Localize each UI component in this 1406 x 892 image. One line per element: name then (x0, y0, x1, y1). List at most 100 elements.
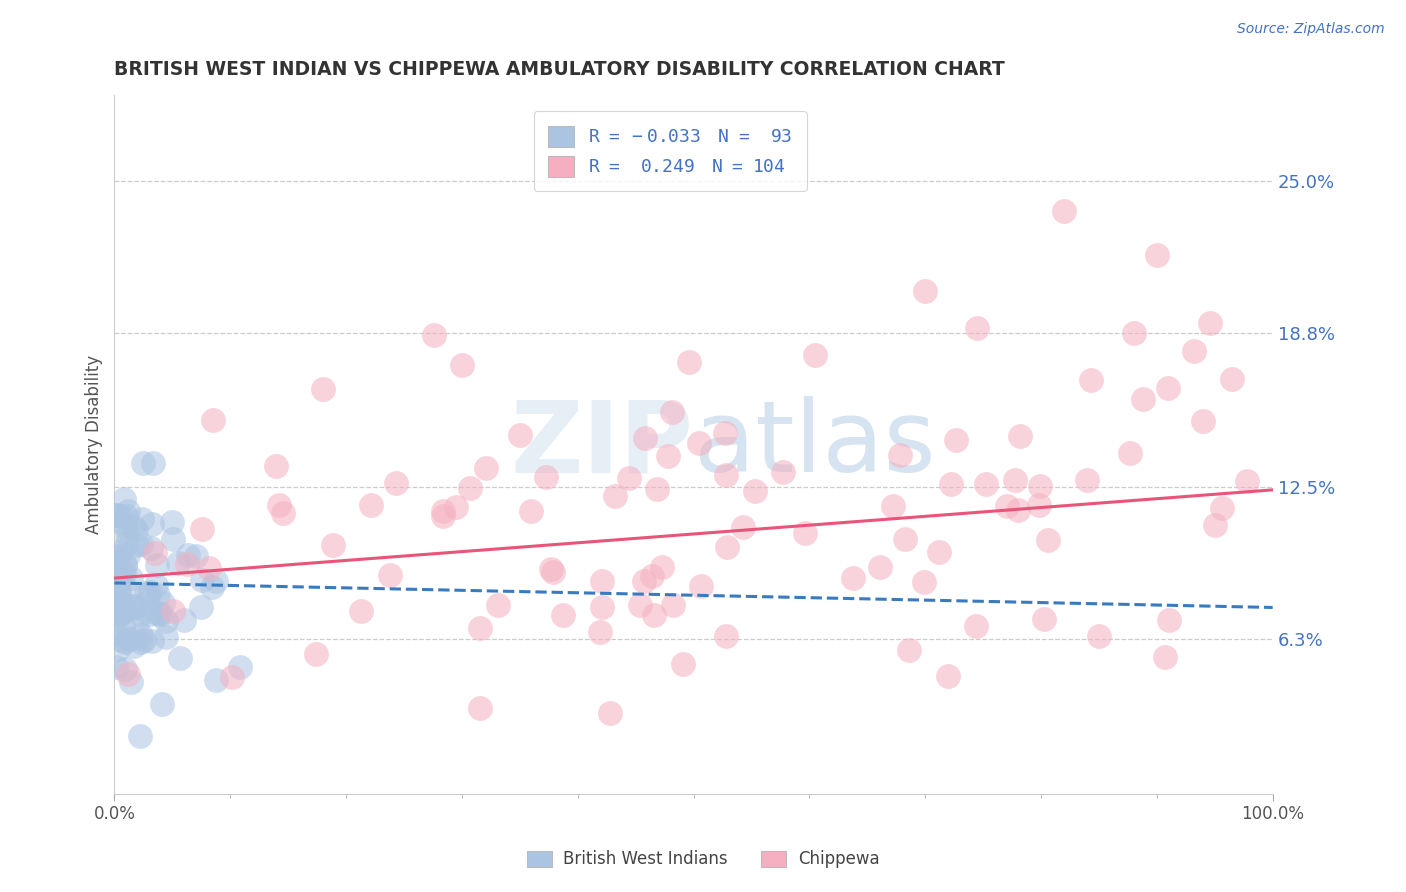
Point (446, 500, 468, 514)
Point (628, 598, 651, 612)
Point (118, 632, 141, 647)
Point (938, 669, 960, 683)
Point (104, 578, 127, 592)
Point (117, 549, 139, 563)
Point (114, 558, 136, 573)
Text: BRITISH WEST INDIAN VS CHIPPEWA AMBULATORY DISABILITY CORRELATION CHART: BRITISH WEST INDIAN VS CHIPPEWA AMBULATO… (114, 60, 1005, 78)
Point (350, 604, 373, 618)
Point (177, 548, 200, 562)
Point (928, 545, 950, 559)
Point (591, 600, 613, 615)
Point (534, 469, 557, 483)
Point (662, 598, 685, 612)
Point (1028, 478, 1050, 492)
Point (716, 540, 738, 554)
Point (678, 355, 700, 369)
Point (114, 662, 136, 676)
Point (129, 635, 152, 649)
Point (914, 285, 936, 299)
Point (108, 599, 131, 614)
Point (1182, 344, 1205, 359)
Point (384, 476, 406, 491)
Point (150, 607, 173, 622)
Point (1157, 613, 1180, 627)
Point (166, 556, 188, 570)
Point (190, 522, 212, 536)
Point (110, 516, 132, 530)
Point (995, 499, 1018, 513)
Point (1157, 381, 1180, 395)
Point (122, 519, 145, 533)
Point (107, 572, 129, 586)
Point (509, 427, 531, 442)
Point (486, 598, 509, 612)
Point (146, 558, 169, 573)
Point (1198, 316, 1220, 330)
Point (108, 583, 131, 598)
Point (132, 632, 155, 647)
Point (105, 627, 128, 641)
Point (1036, 533, 1059, 547)
Point (772, 465, 794, 479)
Point (1204, 517, 1226, 532)
Point (229, 660, 252, 674)
Point (108, 587, 131, 601)
Point (105, 595, 128, 609)
Point (714, 629, 737, 643)
Point (322, 538, 344, 552)
Point (1119, 446, 1142, 460)
Point (519, 504, 541, 518)
Point (591, 574, 613, 588)
Point (139, 607, 162, 622)
Point (1236, 474, 1258, 488)
Point (551, 608, 574, 623)
Point (468, 621, 491, 635)
Point (432, 503, 454, 517)
Point (176, 557, 198, 571)
Point (107, 556, 129, 570)
Point (1007, 503, 1029, 517)
Point (842, 570, 865, 584)
Point (139, 585, 162, 599)
Point (143, 546, 166, 560)
Point (127, 616, 149, 631)
Point (115, 534, 138, 549)
Point (645, 482, 668, 496)
Point (1146, 248, 1168, 262)
Point (146, 588, 169, 602)
Point (150, 697, 173, 711)
Point (1004, 474, 1026, 488)
Point (107, 574, 129, 589)
Point (945, 433, 967, 447)
Point (135, 586, 157, 600)
Point (1154, 649, 1177, 664)
Point (125, 538, 148, 552)
Point (1076, 474, 1098, 488)
Point (733, 520, 755, 534)
Point (110, 595, 132, 609)
Point (112, 567, 135, 582)
Point (460, 481, 482, 495)
Point (114, 509, 136, 524)
Point (141, 456, 163, 470)
Point (145, 577, 167, 591)
Point (1222, 372, 1244, 386)
Point (1053, 203, 1076, 218)
Point (131, 512, 153, 526)
Point (1010, 428, 1032, 442)
Point (107, 641, 129, 656)
Text: atlas: atlas (693, 396, 935, 493)
Point (105, 549, 128, 563)
Point (103, 549, 125, 564)
Point (114, 520, 136, 534)
Point (169, 651, 191, 665)
Point (714, 468, 737, 483)
Y-axis label: Ambulatory Disability: Ambulatory Disability (86, 355, 103, 534)
Point (714, 425, 737, 440)
Point (643, 607, 665, 622)
Point (1132, 392, 1154, 406)
Point (110, 607, 132, 621)
Point (360, 498, 382, 512)
Point (117, 667, 139, 681)
Point (939, 477, 962, 491)
